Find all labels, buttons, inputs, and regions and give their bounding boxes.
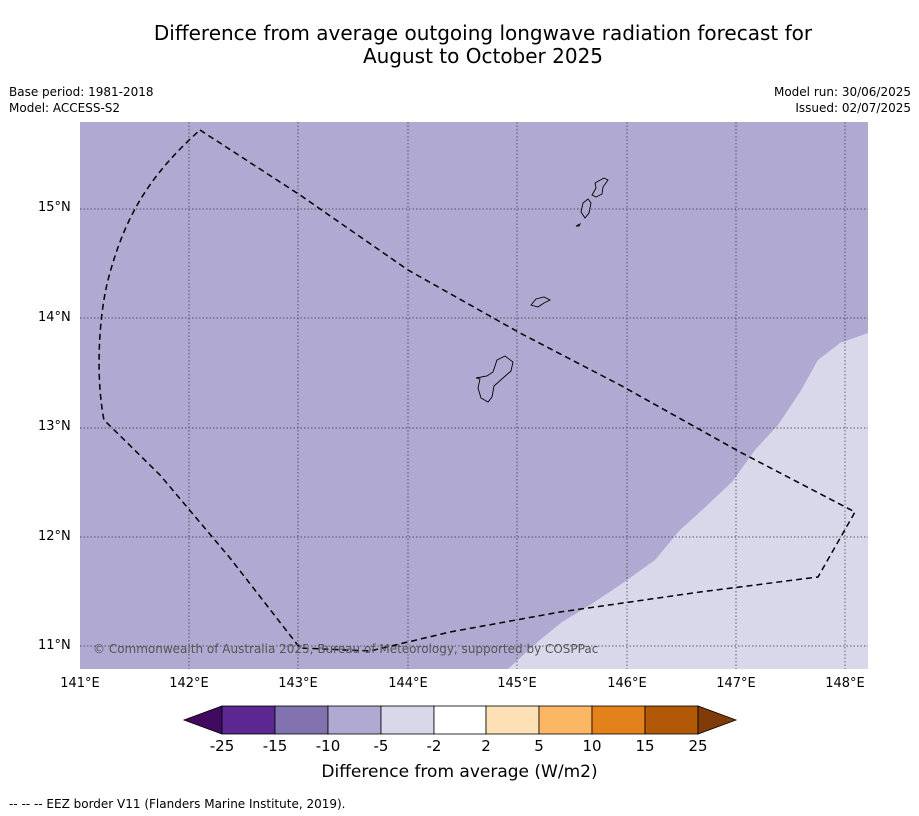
- chart-title: Difference from average outgoing longwav…: [40, 22, 919, 68]
- colorbar-label: 10: [582, 737, 602, 755]
- issued-date: Issued: 02/07/2025: [795, 101, 911, 115]
- lat-tick-15n: 15°N: [38, 200, 71, 215]
- island-guam: [475, 355, 514, 403]
- colorbar-bin-1: [221, 705, 276, 735]
- title-line-1: Difference from average outgoing longwav…: [153, 21, 813, 45]
- colorbar-label: 5: [534, 737, 544, 755]
- colorbar-label: -10: [315, 737, 341, 755]
- colorbar-bin-9: [644, 705, 699, 735]
- colorbar-bin-4: [380, 705, 435, 735]
- eez-footnote: -- -- -- EEZ border V11 (Flanders Marine…: [9, 797, 346, 811]
- lon-tick-142e: 142°E: [169, 676, 209, 691]
- colorbar-label: -25: [209, 737, 235, 755]
- lat-tick-12n: 12°N: [38, 529, 71, 544]
- colorbar-title: Difference from average (W/m2): [321, 762, 598, 782]
- model-run: Model run: 30/06/2025: [773, 85, 911, 99]
- meta-left: Base period: 1981-2018 Model: ACCESS-S2: [9, 84, 154, 116]
- base-period: Base period: 1981-2018: [9, 85, 154, 99]
- colorbar-bin-6: [485, 705, 540, 735]
- colorbar-label: -5: [373, 737, 389, 755]
- colorbar-bin-7: [538, 705, 593, 735]
- lat-tick-14n: 14°N: [38, 310, 71, 325]
- lon-tick-148e: 148°E: [825, 676, 865, 691]
- lat-tick-13n: 13°N: [38, 419, 71, 434]
- colorbar: [182, 705, 738, 735]
- lon-tick-144e: 144°E: [388, 676, 428, 691]
- colorbar-high-extension: [697, 705, 738, 735]
- lon-tick-143e: 143°E: [278, 676, 318, 691]
- lon-tick-141e: 141°E: [60, 676, 100, 691]
- islands: [475, 177, 609, 403]
- graticule: [80, 122, 868, 669]
- island-tinian: [580, 198, 592, 219]
- island-saipan: [591, 177, 609, 198]
- lon-tick-146e: 146°E: [607, 676, 647, 691]
- lat-tick-11n: 11°N: [38, 638, 71, 653]
- colorbar-bin-5: [433, 705, 487, 735]
- anomaly-region-light: [508, 333, 868, 669]
- colorbar-label: 15: [635, 737, 655, 755]
- lon-tick-147e: 147°E: [716, 676, 756, 691]
- colorbar-label: -15: [262, 737, 288, 755]
- colorbar-low-extension: [182, 705, 223, 735]
- eez-border: [98, 129, 857, 652]
- lon-tick-145e: 145°E: [497, 676, 537, 691]
- model-name: Model: ACCESS-S2: [9, 101, 121, 115]
- colorbar-bin-3: [327, 705, 382, 735]
- island-aguijan: [575, 222, 582, 227]
- title-line-2: August to October 2025: [362, 44, 604, 68]
- meta-right: Model run: 30/06/2025 Issued: 02/07/2025: [774, 84, 911, 116]
- island-rota: [530, 296, 552, 308]
- colorbar-label: 25: [688, 737, 708, 755]
- colorbar-bin-2: [274, 705, 329, 735]
- colorbar-bin-8: [591, 705, 646, 735]
- copyright-notice: © Commonwealth of Australia 2025, Bureau…: [93, 642, 599, 656]
- colorbar-label: -2: [426, 737, 442, 755]
- colorbar-label: 2: [481, 737, 491, 755]
